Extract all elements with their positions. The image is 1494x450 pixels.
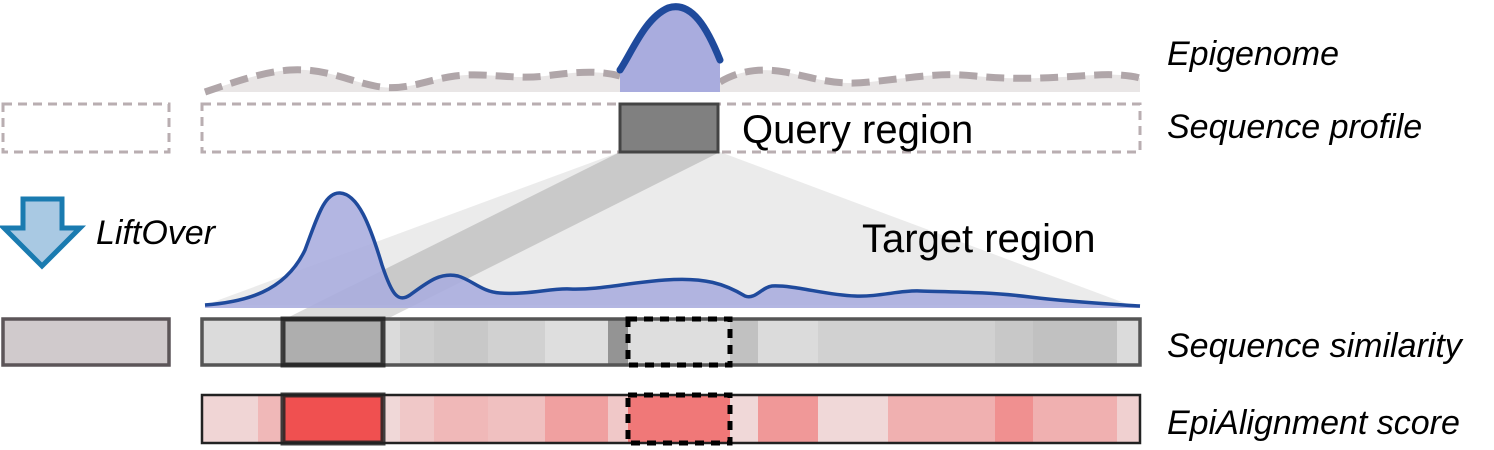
epialignment-score-cell [888,395,995,443]
epialignment-query-window [625,392,733,446]
epigenome-query-peak-line [616,3,724,74]
liftover-label: LiftOver [96,214,217,252]
epialignment-best-match [280,392,386,446]
sequence-similarity-cell [818,319,888,365]
epialignment-score-cell [628,395,730,443]
epigenome-background-fill-right [720,70,1140,92]
epialignment-score-cell [383,395,400,443]
sequence-profile-label: Sequence profile [1167,108,1422,146]
epialignment-score-cell [818,395,888,443]
sequence-similarity-cell [400,319,434,365]
sequence-similarity-cell [1033,319,1117,365]
epialignment-score-cell [434,395,488,443]
epigenome-label: Epigenome [1167,35,1339,73]
sequence-similarity-label: Sequence similarity [1167,327,1464,365]
epialignment-score-cell [202,395,258,443]
query-region-label: Query region [742,108,973,152]
sequence-similarity-cell [888,319,995,365]
epigenome-background-signal-right [718,66,1141,87]
sequence-similarity-bar [200,317,1142,367]
epigenome-query-peak-fill [620,6,720,93]
epialignment-score-cell [545,395,608,443]
epialignment-score-cell [608,395,628,443]
outgroup-similarity-box [1,317,171,367]
sequence-similarity-cell [628,319,730,365]
epialignment-score-cells [202,395,1140,443]
target-signal-fill [205,192,1140,308]
down-arrow-icon [0,196,87,270]
epialignment-score-label: EpiAlignment score [1167,404,1460,442]
sequence-similarity-cell [758,319,818,365]
epialignment-score-cell [400,395,434,443]
epialignment-score-cell [488,395,545,443]
epigenome-background-fill [205,69,620,92]
target-signal-line [204,191,1141,308]
sequence-similarity-cells [202,319,1140,365]
sequence-similarity-cell [995,319,1033,365]
epialignment-score-cell [258,395,283,443]
sequence-similarity-cell [258,319,283,365]
target-region-label: Target region [862,217,1095,261]
sequence-similarity-cell [202,319,258,365]
sequence-similarity-cell [545,319,608,365]
query-region-box [618,102,720,154]
sequence-similarity-cell [488,319,545,365]
epialignment-score-cell [730,395,758,443]
target-region-projection [205,152,1130,305]
epialignment-score-cell [758,395,818,443]
best-match-projection [283,152,720,320]
sequence-similarity-cell [1117,319,1140,365]
sequence-similarity-cell [608,319,628,365]
sequence-similarity-cell [434,319,488,365]
epialignment-score-cell [995,395,1033,443]
sequence-similarity-query-window [625,316,733,368]
epialignment-score-cell [1033,395,1117,443]
outgroup-sequence-profile-box [1,102,171,154]
sequence-similarity-best-match [280,316,386,368]
sequence-similarity-cell [383,319,400,365]
epialignment-score-cell [1117,395,1140,443]
sequence-similarity-cell [730,319,758,365]
sequence-similarity-cell [283,319,383,365]
epialignment-score-cell [283,395,383,443]
